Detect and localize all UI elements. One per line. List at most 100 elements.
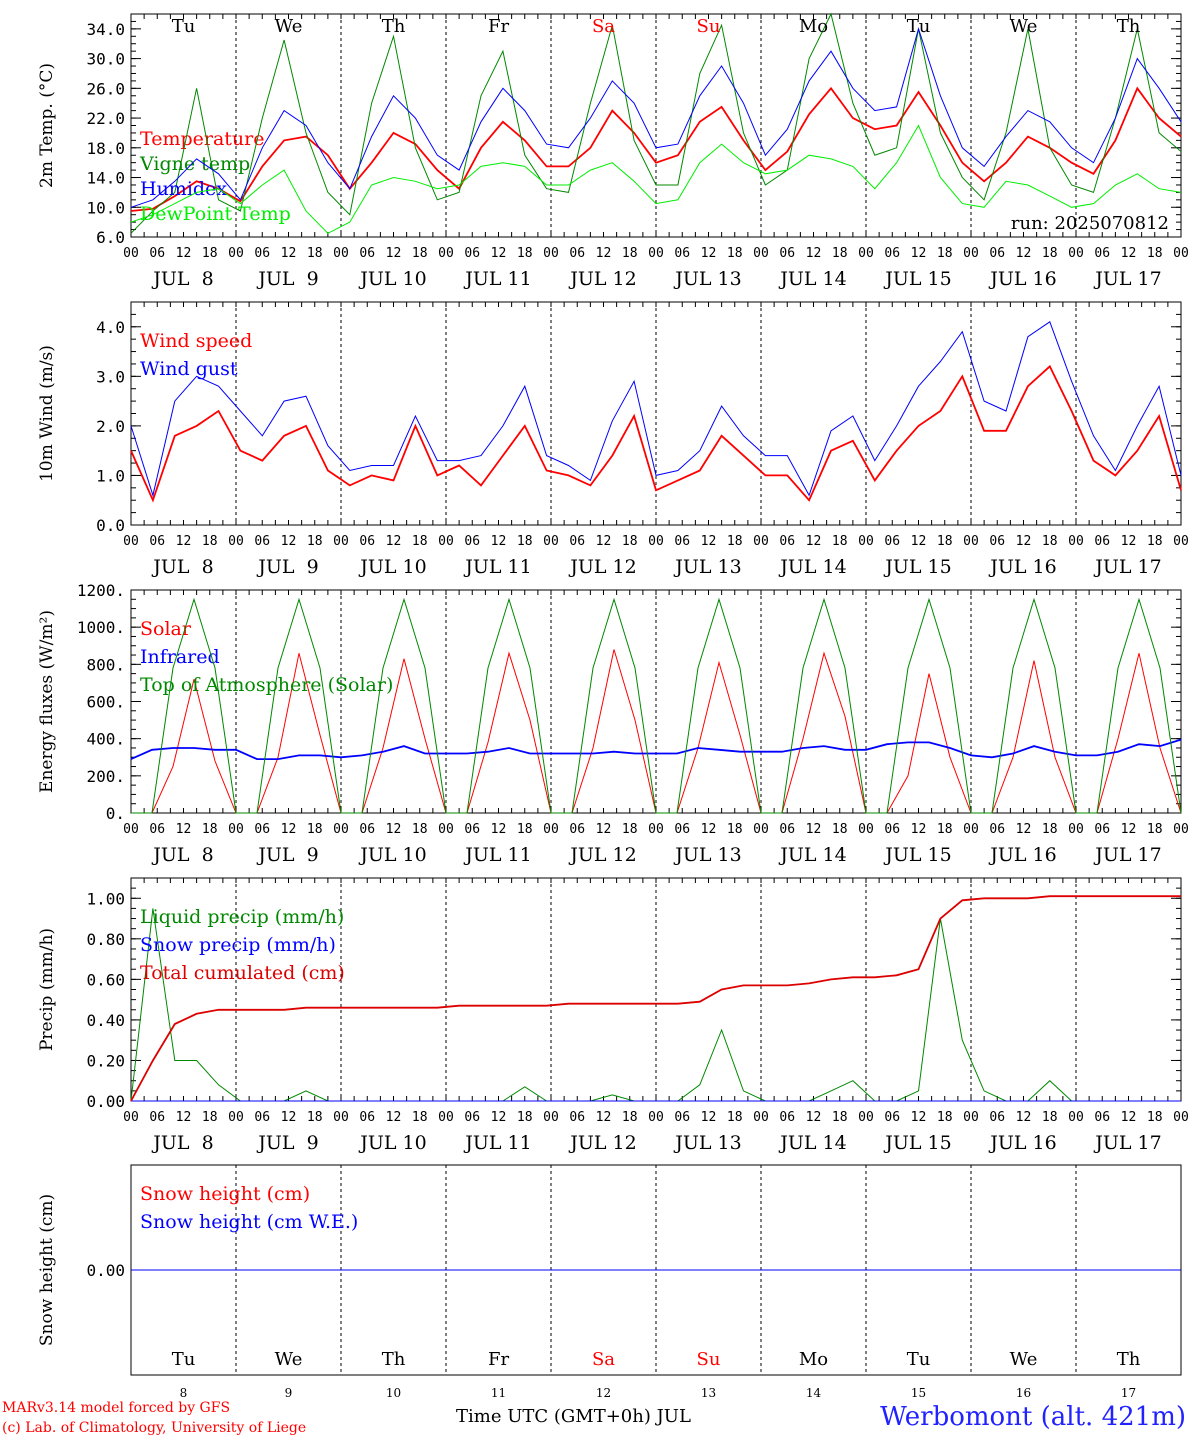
weekday-label: Su [697,16,721,37]
weekday-label: Th [382,16,406,37]
hour-tick-label: 06 [359,1110,375,1125]
y-axis-label: Precip (mm/h) [37,928,57,1051]
hour-tick-label: 00 [858,1110,874,1125]
hour-tick-label: 18 [307,534,323,549]
date-label: JUL 16 [988,556,1056,578]
hour-tick-label: 00 [543,534,559,549]
hour-tick-label: 00 [123,534,139,549]
weekday-label: Su [697,1349,721,1370]
hour-tick-label: 18 [1042,822,1058,837]
hour-tick-label: 00 [1068,534,1084,549]
y-tick-label: 0.20 [86,1051,125,1070]
hour-tick-label: 12 [911,534,927,549]
y-tick-label: 1.0 [96,466,125,485]
legend-label: Snow height (cm) [140,1183,310,1205]
hour-tick-label: 18 [622,1110,638,1125]
weekday-label: We [275,1349,303,1370]
hour-tick-label: 00 [963,246,979,261]
hour-tick-label: 18 [1147,246,1163,261]
y-tick-label: 200. [86,767,125,786]
hour-tick-label: 12 [1016,246,1032,261]
date-label: JUL 17 [1093,1132,1161,1154]
date-label: JUL 10 [358,844,426,866]
hour-tick-label: 18 [622,246,638,261]
hour-tick-label: 06 [779,534,795,549]
hour-tick-label: 00 [1068,822,1084,837]
date-label: JUL 9 [256,268,318,290]
hour-tick-label: 12 [176,246,192,261]
hour-tick-label: 00 [858,534,874,549]
y-tick-label: 14.0 [86,169,125,188]
y-axis-label: Energy fluxes (W/m²) [37,610,57,793]
hour-tick-label: 06 [254,246,270,261]
hour-tick-label: 00 [228,1110,244,1125]
series-line-0-3 [130,124,1182,234]
x-axis-title: Time UTC (GMT+0h) JUL [456,1406,691,1427]
series-line-0-2 [130,27,1182,208]
day-number-label: 14 [806,1386,822,1400]
hour-tick-label: 18 [307,1110,323,1125]
panel-frame [130,301,1182,526]
hour-tick-label: 12 [806,1110,822,1125]
legend-label: Temperature [140,128,264,150]
date-label: JUL 8 [151,844,213,866]
date-label: JUL 13 [673,1132,741,1154]
hour-tick-label: 18 [937,822,953,837]
hour-tick-label: 18 [832,534,848,549]
model-credit: MARv3.14 model forced by GFS [2,1400,231,1416]
hour-tick-label: 18 [727,246,743,261]
y-tick-label: 1000. [77,618,125,637]
lab-credit: (c) Lab. of Climatology, University of L… [2,1420,307,1436]
hour-tick-label: 06 [569,1110,585,1125]
weekday-label: Fr [488,1349,509,1370]
date-label: JUL 15 [883,1132,951,1154]
date-label: JUL 11 [463,1132,531,1154]
hour-tick-label: 06 [464,822,480,837]
hour-tick-label: 18 [937,534,953,549]
legend-label: DewPoint Temp [140,203,291,225]
date-label: JUL 14 [778,1132,846,1154]
legend-label: Liquid precip (mm/h) [140,906,344,928]
legend-label: Humidex [140,178,227,200]
hour-tick-label: 00 [1173,246,1189,261]
hour-tick-label: 06 [779,246,795,261]
weekday-label: Th [382,1349,406,1370]
hour-tick-label: 18 [832,246,848,261]
hour-tick-label: 18 [412,246,428,261]
hour-tick-label: 00 [333,534,349,549]
weekday-label: Tu [172,1349,196,1370]
hour-tick-label: 00 [438,246,454,261]
run-label: run: 2025070812 [1011,213,1169,234]
hour-tick-label: 00 [123,1110,139,1125]
y-tick-label: 1200. [77,581,125,600]
hour-tick-label: 06 [989,822,1005,837]
series-line-2-2 [131,597,1182,814]
hour-tick-label: 00 [333,1110,349,1125]
date-label: JUL 15 [883,556,951,578]
hour-tick-label: 00 [123,822,139,837]
hour-tick-label: 12 [1121,534,1137,549]
hour-tick-label: 12 [911,246,927,261]
hour-tick-label: 00 [753,534,769,549]
hour-tick-label: 06 [569,822,585,837]
hour-tick-label: 06 [464,1110,480,1125]
hour-tick-label: 00 [438,822,454,837]
weekday-label: Sa [592,16,615,37]
hour-tick-label: 00 [543,246,559,261]
y-tick-label: 0.0 [96,516,125,535]
hour-tick-label: 06 [884,822,900,837]
panel-frame [130,589,1182,814]
hour-tick-label: 12 [1016,822,1032,837]
hour-tick-label: 00 [543,1110,559,1125]
y-tick-label: 4.0 [96,318,125,337]
date-label: JUL 12 [568,1132,636,1154]
hour-tick-label: 18 [622,534,638,549]
hour-tick-label: 06 [1094,534,1110,549]
weekday-label: Fr [488,16,509,37]
y-tick-label: 30.0 [86,50,125,69]
hour-tick-label: 12 [701,822,717,837]
hour-tick-label: 00 [963,822,979,837]
day-number-label: 12 [596,1386,611,1400]
hour-tick-label: 00 [333,246,349,261]
